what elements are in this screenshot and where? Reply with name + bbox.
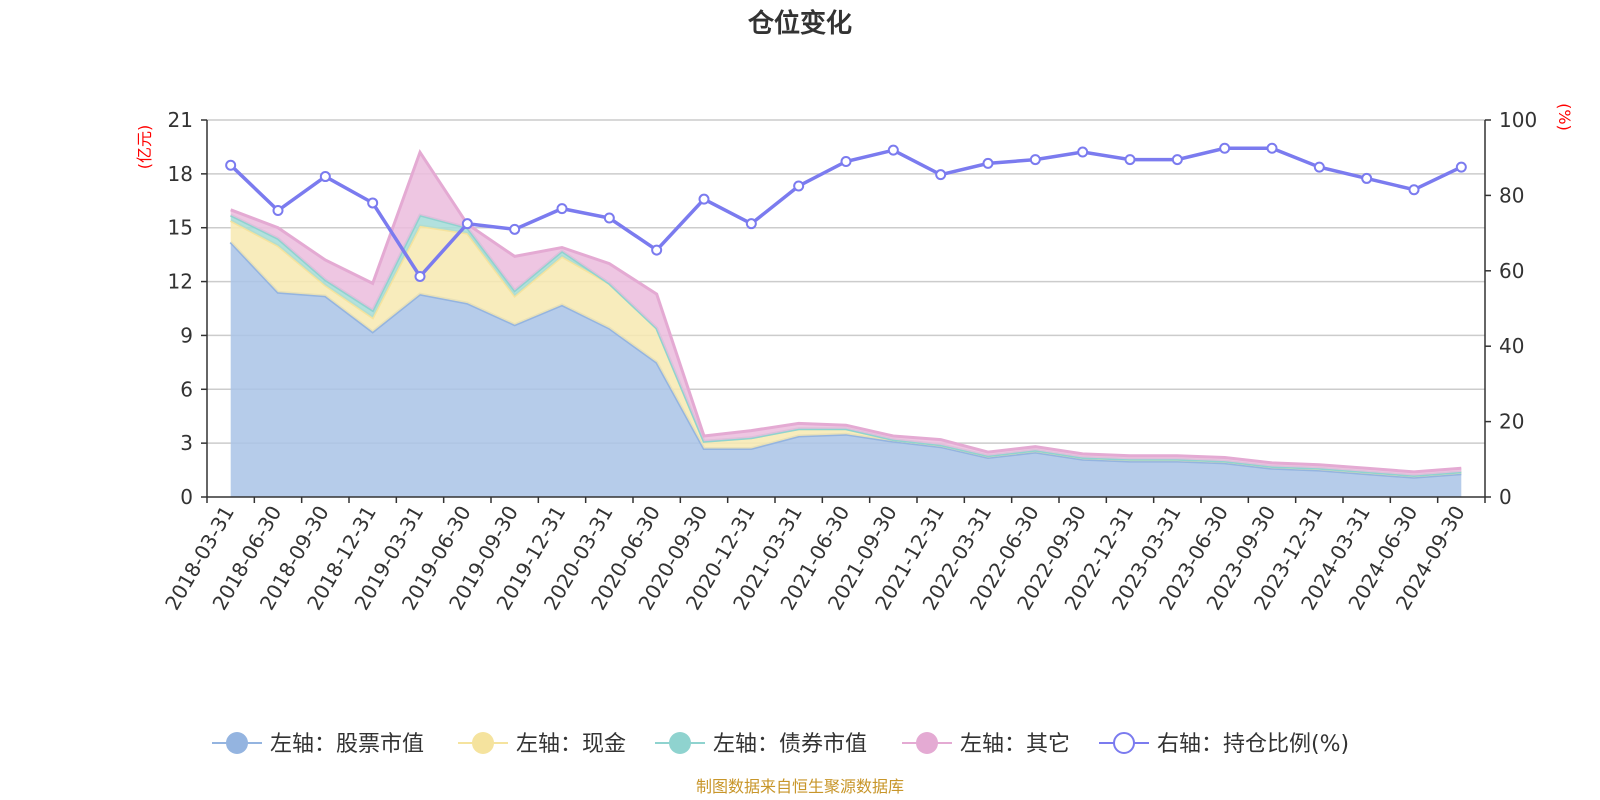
ratio-point (745, 218, 757, 230)
ratio-point (1124, 154, 1136, 166)
ratio-point (840, 155, 852, 167)
left-tick-label: 0 (180, 485, 193, 509)
left-tick-label: 18 (168, 162, 193, 186)
ratio-point (367, 197, 379, 209)
left-tick-label: 15 (168, 216, 193, 240)
left-tick-label: 9 (180, 323, 193, 347)
ratio-point (1219, 142, 1231, 154)
left-tick-label: 12 (168, 270, 193, 294)
right-tick-label: 80 (1499, 183, 1524, 207)
ratio-point (272, 204, 284, 216)
ratio-point (935, 169, 947, 181)
left-tick-label: 6 (180, 377, 193, 401)
ratio-point (1029, 154, 1041, 166)
legend-marker-circle (669, 732, 691, 754)
legend-label: 右轴：持仓比例(%) (1157, 732, 1349, 757)
ratio-point (698, 193, 710, 205)
ratio-point (982, 157, 994, 169)
ratio-point (793, 180, 805, 192)
ratio-point (603, 212, 615, 224)
ratio-point (1313, 161, 1325, 173)
ratio-point (1455, 161, 1467, 173)
ratio-point (225, 159, 237, 171)
legend-label: 左轴：其它 (960, 732, 1070, 757)
ratio-point (509, 223, 521, 235)
holding-ratio-series (225, 142, 1467, 282)
left-axis-unit: (亿元) (135, 125, 154, 170)
ratio-point (1171, 154, 1183, 166)
area-series-0 (230, 242, 1462, 497)
area-series-line-3 (230, 148, 1462, 474)
ratio-point (556, 203, 568, 215)
legend-label: 左轴：债券市值 (713, 732, 867, 757)
right-tick-label: 20 (1499, 410, 1524, 434)
left-tick-label: 21 (168, 108, 193, 132)
legend-marker-circle (472, 732, 494, 754)
ratio-point (1266, 142, 1278, 154)
right-tick-label: 40 (1499, 334, 1524, 358)
left-tick-label: 3 (180, 431, 193, 455)
ratio-point (887, 144, 899, 156)
ratio-point (1361, 172, 1373, 184)
ratio-point (1077, 146, 1089, 158)
right-tick-label: 0 (1499, 485, 1512, 509)
area-series-1 (230, 220, 1462, 478)
right-tick-label: 60 (1499, 259, 1524, 283)
legend-marker-circle (916, 732, 938, 754)
legend-marker-circle (226, 732, 248, 754)
source-note: 制图数据来自恒生聚源数据库 (696, 777, 904, 796)
right-tick-label: 100 (1499, 108, 1537, 132)
ratio-point (319, 171, 331, 183)
chart-title: 仓位变化 (747, 8, 852, 39)
stacked-areas (229, 148, 1462, 497)
legend-marker-circle (1113, 732, 1135, 754)
right-axis-unit: (%) (1555, 103, 1574, 131)
ratio-point (461, 218, 473, 230)
legend: 左轴：股票市值 左轴：现金 左轴：债券市值 左轴：其它 右轴：持仓比例(%) (212, 732, 1349, 757)
ratio-point (414, 270, 426, 282)
ratio-point (651, 244, 663, 256)
legend-label: 左轴：现金 (516, 732, 626, 757)
ratio-point (1408, 184, 1420, 196)
legend-label: 左轴：股票市值 (270, 732, 424, 757)
